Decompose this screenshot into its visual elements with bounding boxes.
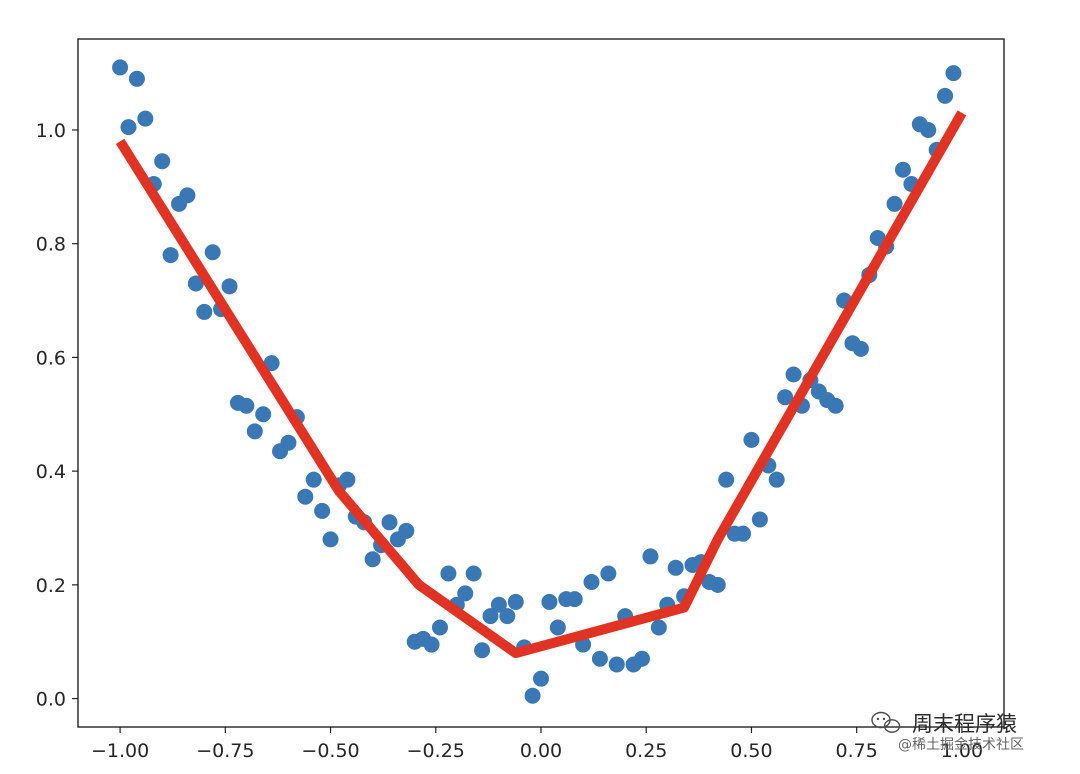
- data-point: [709, 576, 726, 593]
- data-point: [162, 247, 179, 264]
- data-point: [735, 525, 752, 542]
- y-tick-label: 0.8: [36, 234, 66, 256]
- x-axis: −1.00 −0.75 −0.50 −0.25 0.00 0.25 0.50 0.75 1.00: [91, 727, 983, 762]
- data-point: [743, 431, 760, 448]
- x-tick-label: 1.00: [941, 740, 983, 762]
- watermark-subtitle: @稀土掘金技术社区: [898, 737, 1024, 753]
- fit-line-series: [115, 110, 967, 659]
- x-tick-label: −1.00: [91, 740, 149, 762]
- data-point: [718, 471, 735, 488]
- y-axis: 0.0 0.2 0.4 0.6 0.8 1.0: [36, 120, 78, 711]
- data-point: [137, 110, 154, 127]
- x-tick-label: 0.50: [730, 740, 772, 762]
- watermark-name: 周末程序猿: [912, 712, 1017, 736]
- data-point: [533, 670, 549, 687]
- watermark: 周末程序猿 @稀土掘金技术社区: [871, 711, 1024, 753]
- data-point: [600, 565, 617, 582]
- data-point: [204, 244, 221, 261]
- data-point: [339, 471, 356, 488]
- wechat-icon: [871, 711, 901, 733]
- data-point: [920, 121, 937, 138]
- data-point: [187, 275, 204, 292]
- x-tick-label: 0.25: [625, 740, 667, 762]
- data-point: [128, 70, 145, 87]
- data-point: [591, 650, 608, 667]
- data-point: [474, 642, 491, 659]
- data-point: [263, 355, 280, 372]
- data-point: [196, 303, 213, 320]
- data-point: [364, 551, 381, 568]
- data-point: [440, 565, 457, 582]
- data-point: [566, 591, 583, 608]
- data-point: [608, 656, 625, 673]
- data-point: [154, 153, 171, 170]
- data-point: [777, 389, 794, 406]
- y-tick-label: 0.4: [36, 461, 66, 483]
- y-tick-label: 0.2: [36, 575, 66, 597]
- data-point: [524, 687, 541, 704]
- data-point: [431, 619, 448, 636]
- data-point: [280, 434, 297, 451]
- data-point: [423, 636, 440, 653]
- data-point: [381, 514, 398, 531]
- plot-area: [77, 38, 1005, 728]
- data-point: [482, 608, 499, 625]
- data-point: [221, 278, 238, 295]
- data-point: [642, 548, 659, 565]
- y-tick-label: 0.6: [36, 347, 66, 369]
- data-point: [945, 65, 962, 82]
- data-point: [297, 488, 314, 505]
- data-point: [457, 585, 474, 602]
- data-point: [398, 522, 415, 539]
- data-point: [886, 195, 903, 212]
- x-tick-label: 0.00: [520, 740, 562, 762]
- scatter-series: [112, 59, 962, 704]
- data-point: [768, 471, 785, 488]
- data-point: [650, 619, 667, 636]
- data-point: [465, 565, 482, 582]
- data-point: [507, 593, 524, 610]
- data-point: [634, 650, 651, 667]
- data-point: [667, 559, 684, 576]
- y-tick-label: 1.0: [36, 120, 66, 142]
- data-point: [785, 366, 802, 383]
- fit-line: [115, 110, 967, 659]
- data-point: [112, 59, 129, 76]
- data-point: [255, 406, 272, 423]
- data-point: [499, 608, 516, 625]
- x-tick-label: 0.75: [836, 740, 878, 762]
- x-tick-label: −0.50: [301, 740, 359, 762]
- data-point: [314, 502, 331, 519]
- data-point: [751, 511, 768, 528]
- data-point: [490, 596, 507, 613]
- x-tick-label: −0.75: [196, 740, 254, 762]
- data-point: [541, 593, 558, 610]
- data-point: [549, 619, 566, 636]
- data-point: [120, 119, 137, 136]
- data-point: [827, 397, 844, 414]
- data-point: [238, 397, 255, 414]
- data-point: [179, 187, 196, 204]
- data-point: [583, 574, 600, 591]
- y-tick-label: 0.0: [36, 689, 66, 711]
- data-point: [937, 87, 954, 104]
- data-point: [322, 531, 339, 548]
- data-point: [305, 471, 322, 488]
- data-point: [246, 423, 263, 440]
- data-point: [894, 161, 911, 178]
- x-tick-label: −0.25: [407, 740, 465, 762]
- data-point: [852, 340, 869, 357]
